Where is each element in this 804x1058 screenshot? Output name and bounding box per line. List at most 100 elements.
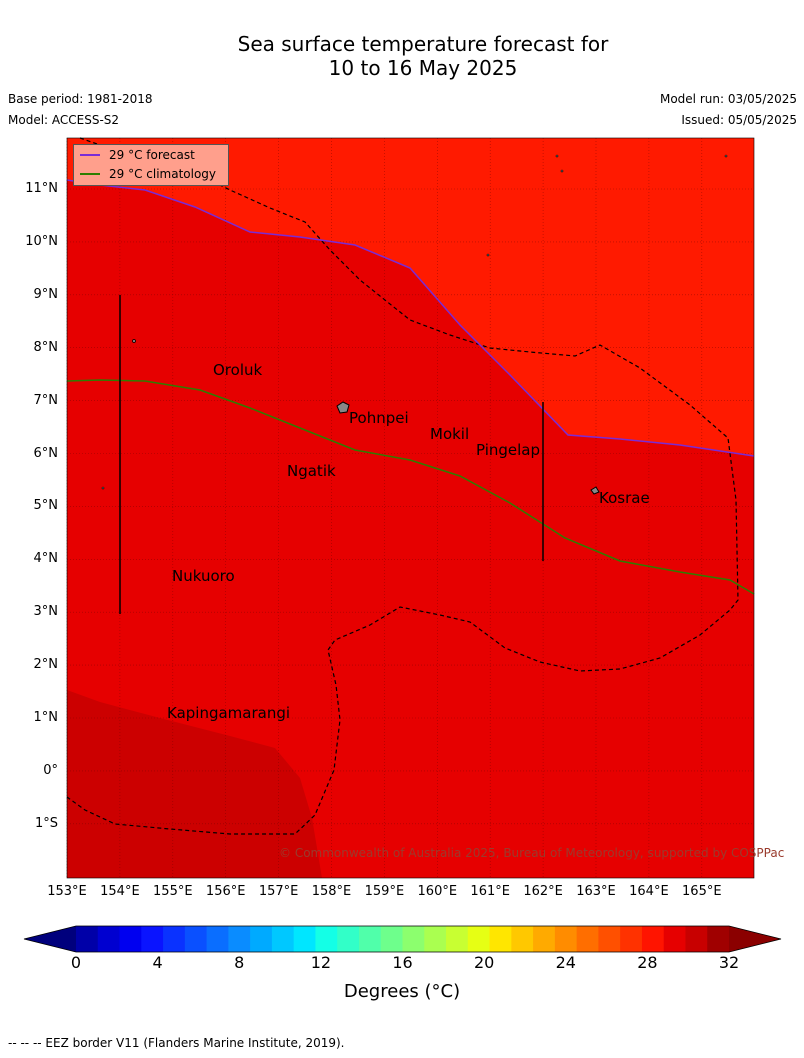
colorbar-segment (97, 926, 121, 952)
latitude-tick-label: 1°S (34, 815, 58, 831)
colorbar-segment (554, 926, 578, 952)
islet (555, 154, 559, 158)
colorbar-segment (119, 926, 142, 952)
chart-title-line-1: Sea surface temperature forecast for (237, 32, 609, 56)
islet (560, 169, 564, 173)
colorbar-segment (315, 926, 338, 952)
colorbar-over-arrow (729, 926, 781, 952)
colorbar-segment (271, 926, 295, 952)
legend-entry-climatology: 29 °C climatology (80, 165, 216, 183)
latitude-tick-label: 7°N (33, 392, 59, 408)
pohnpei-island (336, 401, 350, 414)
map-frame (66, 137, 755, 879)
colorbar-tick-label: 8 (234, 953, 245, 972)
colorbar-segment (620, 926, 643, 952)
main-sst-region (67, 180, 754, 878)
colorbar-tick-label: 16 (392, 953, 413, 972)
colorbar-segment (76, 926, 99, 952)
islet (486, 253, 490, 257)
place-label-nukuoro: Nukuoro (172, 567, 235, 585)
longitude-tick-label: 160°E (417, 884, 458, 899)
latitude-tick-label: 11°N (25, 181, 58, 196)
latitude-tick-label: 3°N (33, 604, 59, 620)
colorbar-segment (467, 926, 491, 952)
cool-sst-region (67, 690, 322, 878)
kosrae-island (590, 486, 600, 495)
longitude-tick-label: 164°E (629, 884, 669, 899)
place-label-mokil: Mokil (430, 425, 470, 443)
latitude-tick-label: 0° (43, 762, 58, 778)
issued-label: Issued: 05/05/2025 (681, 113, 797, 127)
longitude-tick-label: 153°E (47, 884, 87, 899)
colorbar-tick-label: 4 (152, 953, 163, 972)
colorbar-segment (163, 926, 186, 952)
colorbar-segment (293, 926, 316, 952)
latitude-tick-label: 8°N (33, 339, 59, 355)
longitude-tick-label: 158°E (311, 884, 352, 899)
latitude-tick-label: 10°N (25, 233, 58, 249)
colorbar-segment (424, 926, 447, 952)
model-run-label: Model run: 03/05/2025 (659, 92, 797, 106)
islet (724, 154, 728, 158)
longitude-tick-label: 159°E (364, 884, 405, 899)
colorbar-segment (533, 926, 556, 952)
colorbar-under-arrow (24, 926, 76, 952)
colorbar (23, 925, 782, 953)
colorbar-segment (641, 926, 665, 952)
chart-title-line-2: 10 to 16 May 2025 (328, 56, 518, 80)
colorbar-segment (576, 926, 599, 952)
climatology-29c-contour (66, 379, 755, 595)
longitude-tick-label: 154°E (100, 884, 140, 899)
eez-border (66, 137, 739, 835)
legend-label-climatology: 29 °C climatology (109, 167, 217, 181)
place-label-kapingamarangi: Kapingamarangi (167, 704, 291, 722)
model-label: Model: ACCESS-S2 (8, 113, 120, 127)
copyright-notice: © Commonwealth of Australia 2025, Bureau… (279, 846, 785, 860)
place-label-kosrae: Kosrae (599, 489, 650, 507)
legend-entry-forecast: 29 °C forecast (80, 146, 195, 164)
eez-source-footnote: -- -- -- EEZ border V11 (Flanders Marine… (8, 1036, 345, 1050)
latitude-tick-label: 5°N (33, 498, 59, 514)
latitude-tick-label: 1°N (33, 710, 59, 725)
latitude-tick-label: 2°N (33, 657, 59, 673)
latitude-tick-label: 4°N (33, 551, 59, 567)
colorbar-segment (380, 926, 403, 952)
place-label-pohnpei: Pohnpei (349, 409, 409, 427)
islet (132, 339, 136, 343)
map-legend: 29 °C forecast 29 °C climatology (73, 144, 229, 186)
forecast-29c-contour (66, 179, 755, 457)
longitude-tick-label: 156°E (205, 884, 246, 899)
colorbar-segment (358, 926, 382, 952)
longitude-tick-label: 155°E (153, 884, 193, 899)
colorbar-title: Degrees (°C) (343, 981, 461, 1002)
colorbar-segment (685, 926, 708, 952)
longitude-tick-label: 165°E (682, 884, 722, 899)
longitude-tick-label: 157°E (258, 884, 299, 899)
forecast-line-swatch (80, 154, 100, 156)
islet (101, 486, 105, 490)
longitude-tick-label: 162°E (523, 884, 563, 899)
colorbar-outline (23, 925, 782, 953)
colorbar-segment (141, 926, 164, 952)
colorbar-segment (184, 926, 208, 952)
longitude-tick-label: 161°E (470, 884, 510, 899)
colorbar-segment (402, 926, 425, 952)
colorbar-segment (489, 926, 512, 952)
colorbar-segment (663, 926, 686, 952)
colorbar-segment (446, 926, 469, 952)
colorbar-segment (206, 926, 229, 952)
colorbar-segment (337, 926, 360, 952)
colorbar-tick-label: 12 (310, 953, 332, 972)
colorbar-segment (598, 926, 621, 952)
latitude-tick-label: 9°N (33, 286, 59, 302)
colorbar-segment (511, 926, 534, 952)
colorbar-segment (250, 926, 273, 952)
colorbar-tick-label: 0 (70, 953, 82, 972)
place-label-ngatik: Ngatik (287, 462, 336, 480)
climatology-line-swatch (80, 173, 100, 175)
colorbar-tick-label: 24 (555, 953, 576, 972)
colorbar-tick-label: 28 (637, 953, 658, 972)
colorbar-segment (707, 926, 730, 952)
latitude-tick-label: 6°N (33, 445, 59, 461)
